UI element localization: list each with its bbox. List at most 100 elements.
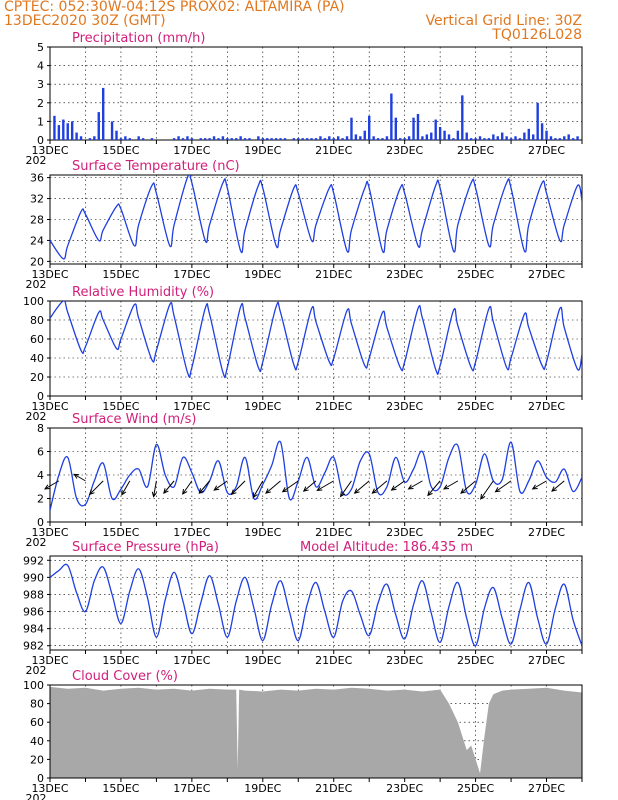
wind-arrow-head xyxy=(44,484,51,490)
precip-bar xyxy=(514,136,517,140)
year-label: 202 xyxy=(26,154,47,167)
precip-bar xyxy=(124,136,127,140)
x-tick-label: 19DEC xyxy=(244,526,281,539)
precip-bar xyxy=(438,126,442,140)
wind-arrow xyxy=(372,480,388,494)
precip-bar xyxy=(239,136,242,140)
precip-bar xyxy=(469,138,473,140)
wind-arrow xyxy=(303,480,317,492)
y-tick-label: 60 xyxy=(30,716,44,729)
precip-bar xyxy=(301,138,304,140)
station-info: CPTEC: 052:30W-04:12S PROX02: ALTAMIRA (… xyxy=(4,0,345,15)
precip-bar xyxy=(394,117,397,140)
year-label: 202 xyxy=(26,536,47,549)
precip-bar xyxy=(235,138,238,140)
wind-arrow-head xyxy=(480,493,486,500)
wind-arrow xyxy=(73,473,86,482)
precip-bar xyxy=(212,136,216,140)
x-tick-label: 13DEC xyxy=(31,782,68,795)
wind-arrow-head xyxy=(213,485,220,491)
wind-arrow-head xyxy=(460,488,467,494)
x-tick-label: 15DEC xyxy=(102,654,139,667)
precip-bar xyxy=(177,136,180,140)
precip-bar xyxy=(483,138,486,140)
model-id: TQ0126L028 xyxy=(492,27,582,43)
x-tick-label: 13DEC xyxy=(31,654,68,667)
y-tick-label: 60 xyxy=(30,333,44,346)
precip-bar xyxy=(487,138,491,140)
wind-arrow xyxy=(391,480,405,491)
wind-arrow-head xyxy=(407,484,414,490)
wind-arrow-head xyxy=(302,486,309,492)
precip-bar xyxy=(372,136,375,140)
precip-bar xyxy=(208,138,211,140)
wind-arrow xyxy=(121,480,131,495)
panel-6: 0 20 40 60 80 100 13DEC 15DEC 17DEC 19DEC 21DEC 23D… xyxy=(23,669,583,800)
wind-arrow-head xyxy=(182,488,188,495)
precip-bar xyxy=(332,138,335,140)
wind-arrow-head xyxy=(265,488,271,494)
x-tick-label: 19DEC xyxy=(244,144,281,157)
x-tick-label: 25DEC xyxy=(457,400,494,413)
precip-bar xyxy=(496,136,499,140)
wind-arrow xyxy=(480,480,494,500)
x-tick-label: 13DEC xyxy=(31,400,68,413)
panel-title: Precipitation (mm/h) xyxy=(72,31,205,46)
y-tick-label: 2 xyxy=(37,493,44,506)
year-label: 202 xyxy=(26,792,47,800)
wind-arrow-head xyxy=(163,488,169,495)
precip-bar xyxy=(563,136,566,140)
x-tick-label: 17DEC xyxy=(173,654,210,667)
precip-bar xyxy=(421,136,424,140)
precip-bar xyxy=(532,134,535,140)
wind-arrow-head xyxy=(494,487,501,493)
precip-bar xyxy=(243,138,247,140)
wind-arrow xyxy=(354,480,370,494)
panel-frame-top xyxy=(49,684,583,779)
series-line xyxy=(50,563,582,647)
year-label: 202 xyxy=(26,278,47,291)
wind-arrow xyxy=(408,480,423,490)
y-tick-label: 100 xyxy=(23,295,44,308)
precip-bar xyxy=(314,138,318,140)
x-tick-label: 17DEC xyxy=(173,526,210,539)
y-tick-label: 8 xyxy=(37,422,44,435)
wind-arrow xyxy=(163,480,175,494)
y-tick-label: 1 xyxy=(37,115,44,128)
x-tick-label: 21DEC xyxy=(315,526,352,539)
x-tick-label: 17DEC xyxy=(173,782,210,795)
y-tick-label: 0 xyxy=(37,772,44,785)
wind-arrow-head xyxy=(121,489,127,496)
precip-bar xyxy=(474,138,477,140)
wind-arrow xyxy=(460,480,476,494)
wind-arrow-head xyxy=(390,485,397,491)
wind-arrow xyxy=(198,480,210,494)
precip-bar xyxy=(523,132,526,140)
panel-title: Cloud Cover (%) xyxy=(72,669,178,684)
precip-bar xyxy=(576,136,579,140)
y-tick-label: 20 xyxy=(30,255,44,268)
wind-arrow xyxy=(89,480,104,495)
x-tick-label: 27DEC xyxy=(528,526,565,539)
wind-arrow xyxy=(551,480,565,492)
precip-bar xyxy=(478,136,482,140)
x-tick-label: 25DEC xyxy=(457,268,494,281)
precip-bar xyxy=(545,130,548,140)
precip-bar xyxy=(190,138,194,140)
precip-bar xyxy=(385,136,389,140)
precip-bar xyxy=(368,115,371,140)
precip-bar xyxy=(137,136,140,140)
precip-bar xyxy=(354,134,358,140)
precip-bar xyxy=(407,136,411,140)
wind-arrow xyxy=(532,480,547,490)
precip-bar xyxy=(119,138,123,140)
precip-bar xyxy=(110,121,114,140)
y-tick-label: 990 xyxy=(23,571,44,584)
precip-bar xyxy=(492,134,495,140)
precip-bar xyxy=(403,138,406,140)
precip-bar xyxy=(518,138,522,140)
wind-arrow xyxy=(213,480,228,491)
panel-title: Relative Humidity (%) xyxy=(72,285,214,300)
x-tick-label: 15DEC xyxy=(102,400,139,413)
precip-bar xyxy=(527,128,530,140)
